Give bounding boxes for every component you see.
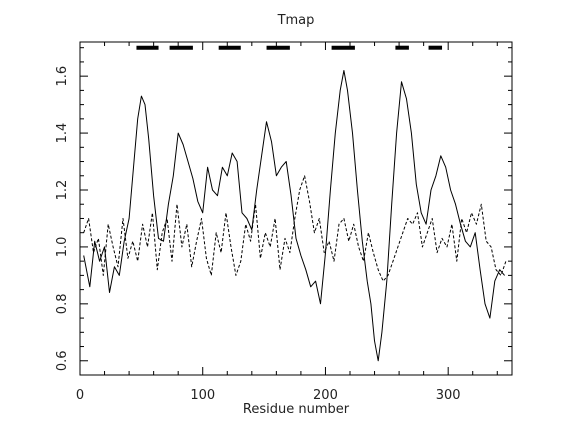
series-lines: [83, 70, 507, 362]
series-line-solid: [83, 70, 505, 362]
axis-ticks: 0 100 200 300 0.6 0.8 1.0 1.2 1.4 1.6: [55, 42, 512, 403]
x-tick-label: 300: [436, 388, 461, 403]
y-tick-label: 1.0: [55, 237, 70, 258]
plot-frame: [79, 41, 513, 376]
y-tick-label: 0.8: [55, 294, 70, 315]
chart-title: Tmap: [277, 13, 315, 28]
y-tick-label: 1.6: [55, 66, 70, 87]
y-tick-label: 0.6: [55, 350, 70, 371]
y-tick-label: 1.4: [55, 123, 70, 144]
x-tick-label: 100: [190, 388, 215, 403]
x-axis-label: Residue number: [243, 402, 350, 417]
series-line-dashed: [83, 175, 507, 282]
x-tick-label: 200: [313, 388, 338, 403]
y-tick-label: 1.2: [55, 180, 70, 201]
x-tick-label: 0: [76, 388, 84, 403]
